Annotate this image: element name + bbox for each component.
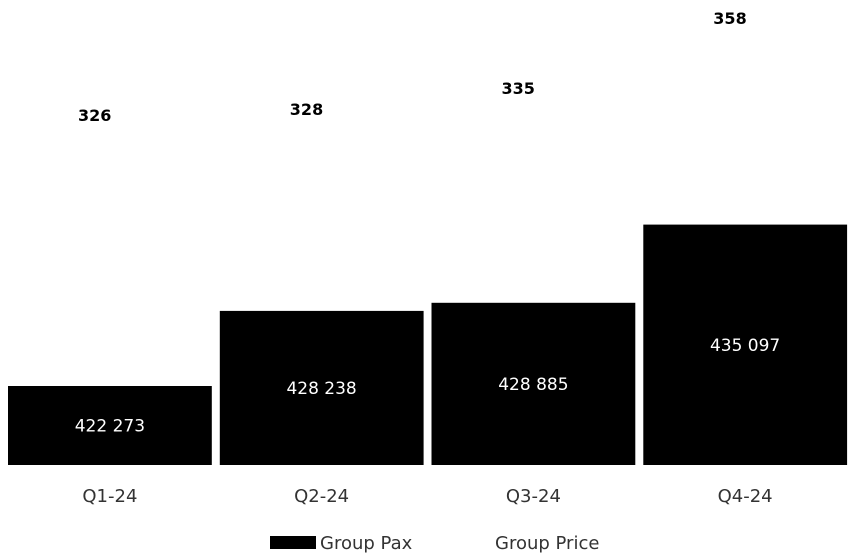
bar-q4-24	[643, 224, 848, 465]
bar-series-group	[8, 224, 848, 465]
category-label: Q4-24	[718, 486, 773, 507]
bar-value-label: 428 238	[286, 379, 356, 399]
legend-swatch-group-pax	[270, 536, 316, 549]
price-value-label: 335	[502, 79, 535, 98]
category-label-group: Q1-24 Q2-24 Q3-24 Q4-24	[82, 486, 772, 507]
bar-value-label: 435 097	[710, 336, 780, 356]
bar-value-label: 422 273	[75, 417, 145, 437]
bar-q1-24	[8, 386, 212, 465]
price-value-label: 358	[713, 9, 746, 28]
category-label: Q3-24	[506, 486, 561, 507]
price-label-group: 326 328 335 358	[78, 9, 747, 125]
category-label: Q2-24	[294, 486, 349, 507]
price-value-label: 328	[290, 100, 323, 119]
bar-q3-24	[431, 302, 636, 465]
bar-label-group: 422 273 428 238 428 885 435 097	[75, 336, 781, 437]
legend: Group Pax Group Price	[270, 533, 599, 554]
category-label: Q1-24	[82, 486, 137, 507]
legend-label-group-pax: Group Pax	[320, 533, 413, 554]
bar-value-label: 428 885	[498, 375, 568, 395]
bar-q2-24	[219, 310, 424, 465]
price-value-label: 326	[78, 106, 111, 125]
legend-label-group-price: Group Price	[495, 533, 599, 554]
